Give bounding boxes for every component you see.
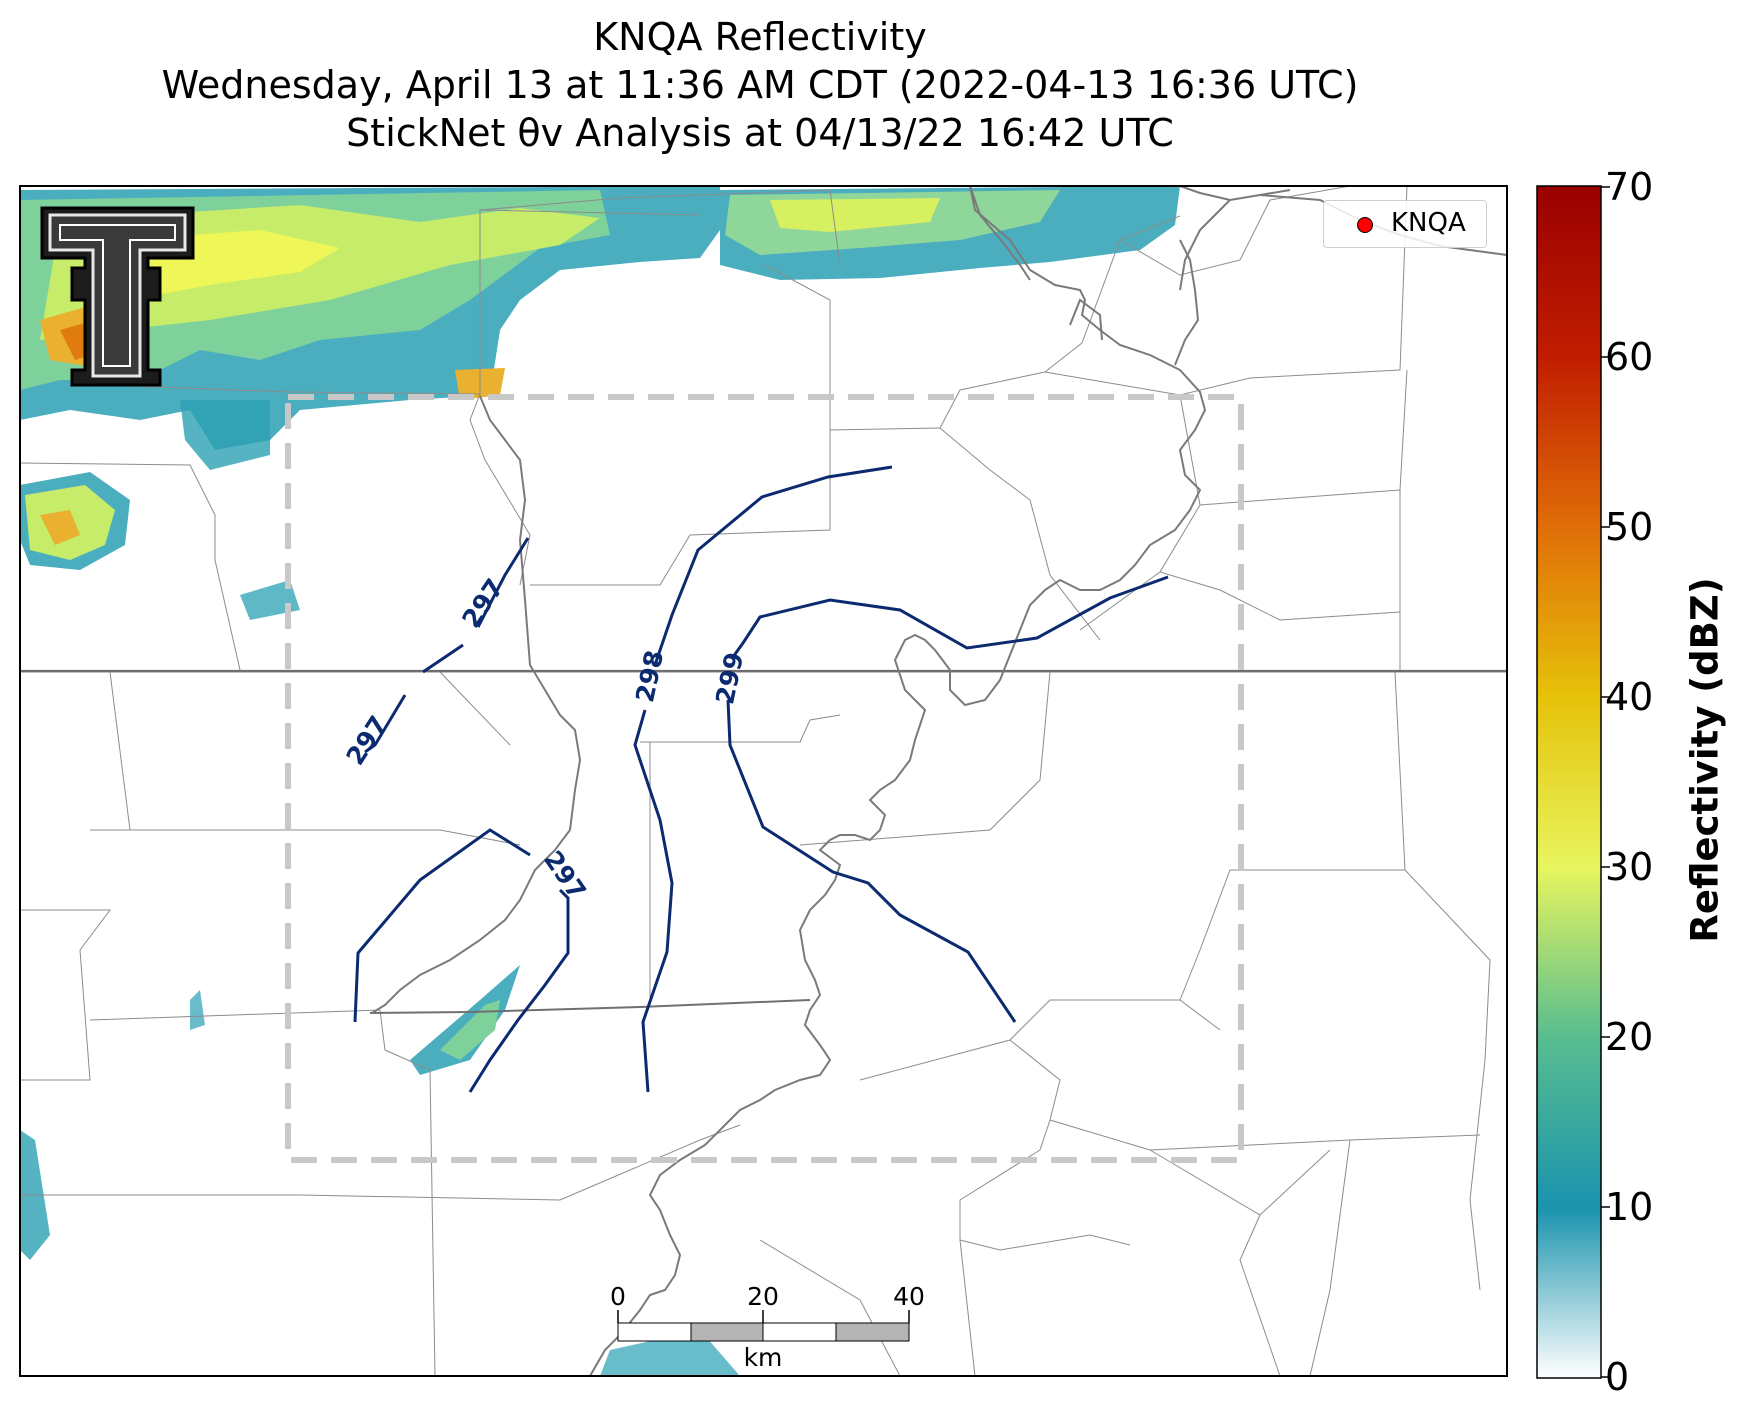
colorbar[interactable] [1536,185,1602,1379]
analysis-domain-box [285,394,1244,1163]
contour-298-north [653,465,893,666]
map-subtitle-time: Wednesday, April 13 at 11:36 AM CDT (202… [161,63,1359,107]
map-title: KNQA Reflectivity [593,15,927,59]
contour-299-south [726,699,1017,1023]
colorbar-tick-50: 50 [1605,505,1654,549]
scale-label-20: 20 [747,1282,779,1311]
contour-297-south-west [353,828,531,1023]
colorbar-label: Reflectivity (dBZ) [1683,577,1727,943]
scale-bar [617,1310,910,1342]
theta-v-contours [353,465,1169,1093]
contour-298-south [633,709,674,1093]
contour-297-north-segment-3 [364,694,407,754]
analysis-title-text: StickNet θv Analysis at 04/13/22 16:42 U… [346,111,1174,155]
contour-297-north-segment-1 [476,537,530,628]
legend: KNQA [1323,200,1487,248]
state-boundary-south [369,999,811,1014]
map-frame [19,185,1508,1377]
scale-label-0: 0 [610,1282,626,1311]
colorbar-tick-60: 60 [1605,335,1654,379]
colorbar-tick-70: 70 [1605,165,1654,209]
radar-site-marker [1357,217,1373,233]
scale-label-40: 40 [893,1282,925,1311]
contour-297-south-east [468,888,570,1093]
colorbar-tick-20: 20 [1605,1015,1654,1059]
colorbar-tick-40: 40 [1605,675,1654,719]
contour-297-north-segment-2 [422,643,464,674]
texas-tech-double-t-logo [40,206,195,387]
colorbar-tick-0: 0 [1605,1355,1630,1399]
contour-299-north [731,575,1169,658]
colorbar-tick-10: 10 [1605,1185,1654,1229]
legend-label: KNQA [1391,208,1466,238]
scale-unit: km [743,1343,783,1372]
colorbar-tick-30: 30 [1605,845,1654,889]
rivers [371,186,1507,1376]
map-subtitle-analysis: StickNet θv Analysis at 04/13/22 16:42 U… [0,110,1520,156]
